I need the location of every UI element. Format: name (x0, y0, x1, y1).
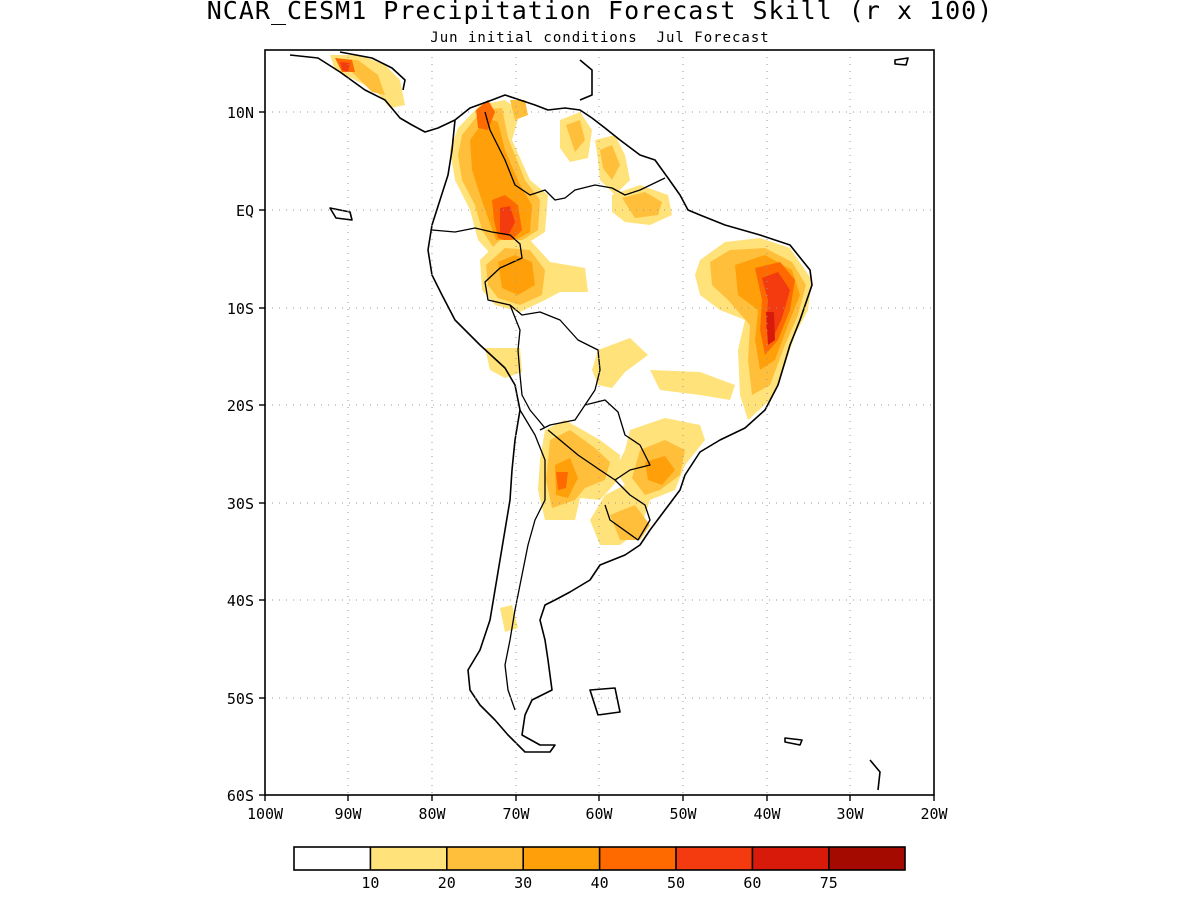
colorbar-bin (676, 847, 753, 870)
skill-region-patagonia (500, 605, 518, 632)
colorbar-label: 60 (743, 874, 761, 892)
lat-label-20s: 20S (227, 397, 254, 415)
skill-region-northern-argentina (538, 420, 620, 520)
lon-label-50w: 50W (669, 805, 697, 823)
lon-label-80w: 80W (418, 805, 446, 823)
lon-label-90w: 90W (334, 805, 362, 823)
colorbar-bin (294, 847, 371, 870)
skill-region-northwest (450, 100, 548, 262)
lat-label-30s: 30S (227, 495, 254, 513)
map-title: NCAR_CESM1 Precipitation Forecast Skill … (206, 0, 994, 25)
colorbar-bin (599, 847, 676, 870)
skill-region-southern-brazil (590, 418, 705, 545)
longitude-labels: 100W 90W 80W 70W 60W 50W 40W 30W 20W (247, 805, 949, 823)
skill-region-guiana (560, 112, 672, 225)
lat-label-10n: 10N (227, 104, 254, 122)
lon-label-100w: 100W (247, 805, 284, 823)
colorbar-bin (370, 847, 447, 870)
lat-label-60s: 60S (227, 787, 254, 805)
colorbar-label: 75 (820, 874, 838, 892)
lat-label-50s: 50S (227, 690, 254, 708)
lat-label-10s: 10S (227, 300, 254, 318)
latitude-labels: 10N EQ 10S 20S 30S 40S 50S 60S (227, 104, 254, 805)
lon-label-40w: 40W (753, 805, 781, 823)
lon-label-30w: 30W (836, 805, 864, 823)
colorbar-label: 10 (361, 874, 379, 892)
skill-region-northeast-brazil (695, 238, 812, 420)
colorbar-bin (752, 847, 829, 870)
lon-label-60w: 60W (585, 805, 613, 823)
skill-region-central-america (330, 55, 405, 108)
skill-region-western-amazon (480, 240, 588, 312)
colorbar-label: 30 (514, 874, 532, 892)
lat-label-40s: 40S (227, 592, 254, 610)
colorbar-label: 40 (591, 874, 609, 892)
colorbar: 10 20 30 40 50 60 75 (293, 846, 906, 892)
colorbar-bin (828, 847, 905, 870)
lon-label-70w: 70W (502, 805, 530, 823)
skill-shading (330, 55, 812, 632)
lon-label-20w: 20W (920, 805, 948, 823)
colorbar-label: 50 (667, 874, 685, 892)
colorbar-label: 20 (438, 874, 456, 892)
skill-region-central-brazil (485, 338, 735, 400)
colorbar-bin (446, 847, 524, 870)
lat-label-eq: EQ (236, 202, 254, 220)
colorbar-bin (523, 847, 600, 870)
tick-marks (259, 111, 935, 801)
map-subtitle: Jun initial conditions Jul Forecast (430, 30, 770, 46)
